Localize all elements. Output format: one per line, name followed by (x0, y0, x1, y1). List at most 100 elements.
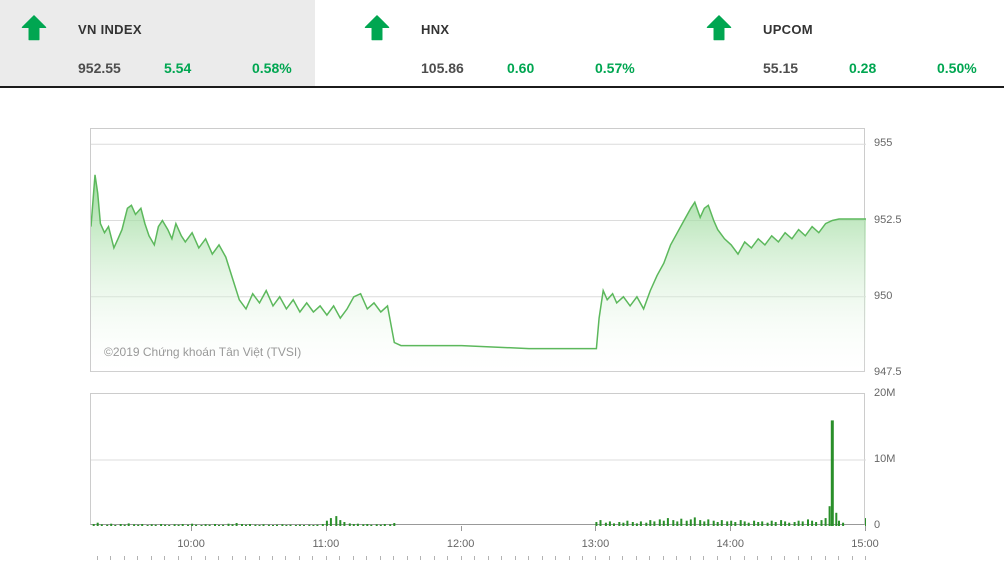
index-value: 952.55 (78, 60, 121, 76)
index-tile-body: HNX 105.86 0.60 0.57% (421, 22, 635, 76)
minor-tick (96, 556, 98, 560)
index-tile-hnx[interactable]: HNX 105.86 0.60 0.57% (315, 0, 660, 86)
minor-tick (110, 556, 112, 560)
price-line (91, 174, 866, 350)
minor-tick (528, 556, 529, 560)
minor-tick (218, 556, 219, 560)
minor-tick (231, 556, 233, 560)
time-axis-tick (865, 526, 866, 531)
minor-tick (649, 556, 651, 560)
time-axis-tick (325, 526, 327, 531)
minor-tick (272, 556, 273, 560)
time-axis-label: 10:00 (177, 538, 205, 550)
minor-tick (352, 556, 354, 560)
minor-tick (501, 556, 503, 560)
minor-tick (204, 556, 206, 560)
time-axis-label: 11:00 (312, 538, 340, 550)
volume-bars (92, 420, 866, 526)
minor-tick (177, 556, 179, 560)
minor-tick (608, 556, 610, 560)
minor-tick (433, 556, 435, 560)
index-summary-bar: VN INDEX 952.55 5.54 0.58% HNX 105.86 0.… (0, 0, 1004, 88)
index-tile-body: VN INDEX 952.55 5.54 0.58% (78, 22, 292, 76)
minor-tick (635, 556, 637, 560)
minor-tick (285, 556, 287, 560)
minor-tick (245, 556, 246, 560)
minor-tick (460, 556, 462, 560)
price-chart-svg (91, 143, 866, 373)
minor-tick (838, 556, 839, 560)
minor-tick (379, 556, 381, 560)
index-change: 0.60 (507, 60, 535, 76)
minor-tick (716, 556, 718, 560)
index-values-row: 952.55 5.54 0.58% (78, 60, 292, 76)
price-chart[interactable] (90, 128, 866, 373)
minor-tick (743, 556, 745, 560)
volume-axis-label: 0 (874, 519, 881, 531)
index-change-percent: 0.57% (595, 60, 635, 76)
minor-tick (797, 556, 799, 560)
time-axis-tick (595, 526, 597, 531)
minor-tick (595, 556, 597, 560)
up-arrow-icon (363, 14, 391, 42)
price-area (91, 174, 866, 373)
minor-tick (258, 556, 260, 560)
minor-tick (730, 556, 732, 560)
time-axis-tick (460, 526, 462, 531)
minor-tick (582, 556, 583, 560)
minor-tick (824, 556, 826, 560)
minor-tick (514, 556, 516, 560)
volume-axis-label: 10M (874, 453, 896, 465)
minor-tick (366, 556, 368, 560)
price-axis-label: 952.5 (874, 213, 902, 226)
time-axis-label: 15:00 (851, 538, 879, 550)
index-change-percent: 0.58% (252, 60, 292, 76)
index-change: 0.28 (849, 60, 877, 76)
index-value: 55.15 (763, 60, 799, 76)
minor-tick (541, 556, 543, 560)
minor-tick (757, 556, 759, 560)
time-axis-tick (730, 526, 732, 531)
minor-tick (770, 556, 772, 560)
volume-chart[interactable] (90, 393, 866, 526)
time-axis-label: 12:00 (446, 538, 475, 550)
copyright-watermark: ©2019 Chứng khoán Tân Việt (TVSI) (104, 345, 302, 359)
minor-tick (784, 556, 786, 560)
index-value: 105.86 (421, 60, 464, 76)
minor-tick (555, 556, 556, 560)
index-change-percent: 0.50% (937, 60, 977, 76)
index-tile-body: UPCOM 55.15 0.28 0.50% (763, 22, 977, 76)
minor-tick (393, 556, 395, 560)
minor-tick (474, 556, 476, 560)
volume-axis-label: 20M (874, 387, 896, 399)
minor-tick (420, 556, 422, 560)
minor-tick (137, 556, 139, 560)
minor-tick (406, 556, 408, 560)
minor-tick (703, 556, 705, 560)
index-tile-vnindex[interactable]: VN INDEX 952.55 5.54 0.58% (0, 0, 315, 86)
index-tile-upcom[interactable]: UPCOM 55.15 0.28 0.50% (660, 0, 1004, 86)
minor-tick (447, 556, 449, 560)
index-values-row: 55.15 0.28 0.50% (763, 60, 977, 76)
minor-tick (298, 556, 300, 560)
time-axis-label: 14:00 (716, 538, 744, 550)
minor-tick (811, 556, 813, 560)
minor-tick (689, 556, 691, 560)
volume-chart-svg (91, 420, 866, 526)
minor-tick (150, 556, 152, 560)
time-axis-label: 13:00 (581, 538, 610, 550)
index-name: HNX (421, 22, 450, 37)
minor-tick (662, 556, 664, 560)
price-axis-label: 950 (874, 289, 893, 302)
minor-tick (676, 556, 678, 560)
index-name: VN INDEX (78, 22, 142, 37)
minor-tick (325, 556, 327, 560)
minor-tick (191, 556, 193, 560)
minor-tick (568, 556, 570, 560)
price-axis-label: 947.5 (874, 366, 902, 378)
index-values-row: 105.86 0.60 0.57% (421, 60, 635, 76)
price-axis-label: 955 (874, 137, 893, 150)
index-name: UPCOM (763, 22, 813, 37)
time-axis-tick (191, 526, 193, 531)
minor-tick (123, 556, 125, 560)
